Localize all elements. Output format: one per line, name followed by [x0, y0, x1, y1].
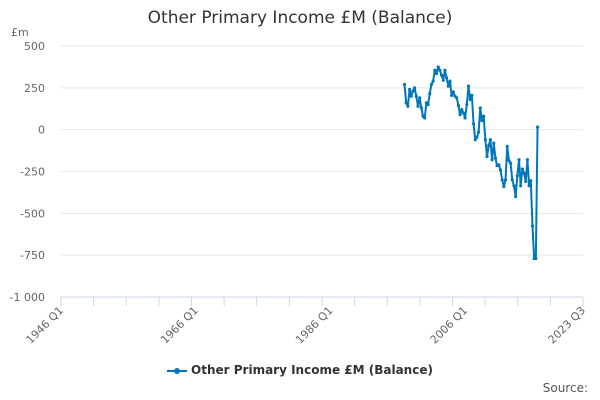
data-point[interactable]: [456, 103, 460, 108]
data-point[interactable]: [414, 94, 418, 98]
y-tick-label: -500: [20, 207, 45, 220]
data-point[interactable]: [460, 107, 464, 112]
data-point[interactable]: [471, 122, 476, 126]
data-point[interactable]: [517, 158, 521, 162]
data-point[interactable]: [502, 184, 506, 189]
data-point[interactable]: [463, 116, 467, 120]
data-point[interactable]: [436, 65, 440, 69]
x-tick-label: 1966 Q1: [158, 304, 201, 347]
data-point[interactable]: [488, 138, 492, 142]
data-point[interactable]: [404, 101, 408, 105]
data-point[interactable]: [498, 168, 503, 172]
data-point[interactable]: [515, 174, 519, 178]
data-point[interactable]: [438, 68, 442, 72]
data-point[interactable]: [458, 113, 462, 117]
data-point[interactable]: [413, 86, 417, 90]
data-point[interactable]: [409, 94, 413, 98]
y-tick-label: 500: [24, 40, 45, 53]
y-axis-unit: £m: [11, 26, 29, 39]
data-point[interactable]: [402, 82, 407, 87]
y-tick-label: 0: [38, 124, 45, 137]
chart-title: Other Primary Income £M (Balance): [147, 8, 453, 28]
data-point[interactable]: [445, 76, 449, 80]
data-point[interactable]: [439, 73, 444, 77]
data-point[interactable]: [475, 135, 479, 139]
data-point[interactable]: [451, 90, 455, 94]
data-point[interactable]: [431, 79, 435, 83]
data-point[interactable]: [418, 96, 422, 100]
data-point[interactable]: [503, 178, 508, 182]
data-point[interactable]: [490, 158, 494, 162]
data-point[interactable]: [512, 184, 516, 188]
data-point[interactable]: [493, 156, 498, 160]
data-point[interactable]: [497, 163, 501, 167]
data-point[interactable]: [530, 224, 535, 228]
data-point[interactable]: [450, 93, 454, 97]
data-point[interactable]: [448, 79, 452, 83]
data-point[interactable]: [468, 97, 472, 102]
data-point[interactable]: [433, 68, 437, 72]
data-point[interactable]: [428, 92, 432, 96]
data-point[interactable]: [470, 93, 474, 97]
data-point[interactable]: [520, 167, 524, 171]
y-tick-label: -250: [20, 166, 45, 179]
data-point[interactable]: [434, 72, 439, 76]
legend-line-marker-icon: [167, 366, 188, 376]
source-label: Source:: [542, 381, 588, 395]
data-point[interactable]: [535, 125, 540, 129]
x-tick-label: 1986 Q1: [293, 304, 336, 347]
data-point[interactable]: [524, 179, 528, 184]
data-point[interactable]: [492, 141, 496, 145]
data-point[interactable]: [465, 102, 469, 107]
data-point[interactable]: [527, 184, 531, 188]
y-tick-label: 250: [24, 82, 45, 95]
data-point[interactable]: [478, 106, 482, 110]
data-point[interactable]: [483, 138, 487, 142]
y-tick-label: -750: [20, 249, 45, 262]
data-point[interactable]: [500, 178, 504, 182]
data-point[interactable]: [505, 144, 509, 148]
legend-item[interactable]: Other Primary Income £M (Balance): [0, 363, 600, 377]
data-point[interactable]: [426, 102, 430, 107]
data-point[interactable]: [510, 178, 514, 182]
legend-label: Other Primary Income £M (Balance): [191, 363, 433, 377]
x-tick-label: 1946 Q1: [24, 304, 67, 347]
data-point[interactable]: [416, 104, 420, 108]
data-point[interactable]: [477, 130, 481, 134]
data-point[interactable]: [419, 106, 423, 110]
data-point[interactable]: [406, 104, 410, 108]
data-point[interactable]: [443, 68, 447, 72]
data-point[interactable]: [480, 118, 484, 123]
data-point[interactable]: [407, 87, 412, 92]
data-point[interactable]: [487, 143, 491, 148]
data-point[interactable]: [508, 161, 513, 165]
data-point[interactable]: [514, 195, 518, 199]
data-point[interactable]: [485, 154, 489, 159]
data-point[interactable]: [507, 159, 511, 163]
x-tick-label: 2006 Q1: [428, 304, 471, 347]
data-point[interactable]: [441, 78, 445, 82]
data-point[interactable]: [429, 82, 434, 87]
data-point[interactable]: [519, 184, 523, 188]
data-point[interactable]: [461, 111, 466, 115]
y-tick-label: -1 000: [10, 291, 45, 304]
x-tick-label: 2023 Q3: [546, 304, 589, 347]
data-point[interactable]: [525, 158, 530, 162]
data-point[interactable]: [446, 84, 450, 88]
data-point[interactable]: [522, 171, 526, 175]
data-point[interactable]: [455, 96, 459, 100]
data-point[interactable]: [466, 84, 471, 88]
data-point[interactable]: [473, 138, 477, 142]
data-point[interactable]: [529, 179, 533, 183]
data-point[interactable]: [423, 116, 427, 120]
data-point[interactable]: [482, 114, 486, 118]
data-point[interactable]: [411, 89, 415, 93]
data-point[interactable]: [534, 256, 538, 261]
